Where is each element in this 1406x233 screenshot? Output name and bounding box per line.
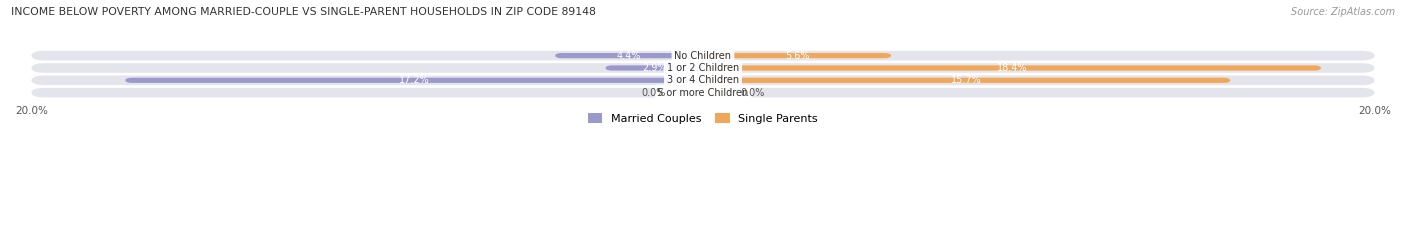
FancyBboxPatch shape xyxy=(676,90,703,95)
Text: 5.6%: 5.6% xyxy=(785,51,810,61)
FancyBboxPatch shape xyxy=(31,75,1375,85)
Text: INCOME BELOW POVERTY AMONG MARRIED-COUPLE VS SINGLE-PARENT HOUSEHOLDS IN ZIP COD: INCOME BELOW POVERTY AMONG MARRIED-COUPL… xyxy=(11,7,596,17)
Text: 0.0%: 0.0% xyxy=(641,88,666,98)
Text: 2.9%: 2.9% xyxy=(643,63,666,73)
Text: 1 or 2 Children: 1 or 2 Children xyxy=(666,63,740,73)
FancyBboxPatch shape xyxy=(703,78,1230,83)
Legend: Married Couples, Single Parents: Married Couples, Single Parents xyxy=(583,109,823,128)
Text: 18.4%: 18.4% xyxy=(997,63,1028,73)
FancyBboxPatch shape xyxy=(703,53,891,58)
FancyBboxPatch shape xyxy=(31,88,1375,97)
FancyBboxPatch shape xyxy=(31,63,1375,73)
FancyBboxPatch shape xyxy=(555,53,703,58)
Text: 3 or 4 Children: 3 or 4 Children xyxy=(666,75,740,85)
FancyBboxPatch shape xyxy=(31,51,1375,60)
Text: 17.2%: 17.2% xyxy=(399,75,430,85)
FancyBboxPatch shape xyxy=(125,78,703,83)
FancyBboxPatch shape xyxy=(703,90,730,95)
Text: 0.0%: 0.0% xyxy=(740,88,765,98)
Text: 5 or more Children: 5 or more Children xyxy=(658,88,748,98)
Text: No Children: No Children xyxy=(675,51,731,61)
FancyBboxPatch shape xyxy=(606,65,703,71)
Text: 4.4%: 4.4% xyxy=(617,51,641,61)
Text: 15.7%: 15.7% xyxy=(952,75,981,85)
FancyBboxPatch shape xyxy=(703,65,1320,71)
Text: Source: ZipAtlas.com: Source: ZipAtlas.com xyxy=(1291,7,1395,17)
